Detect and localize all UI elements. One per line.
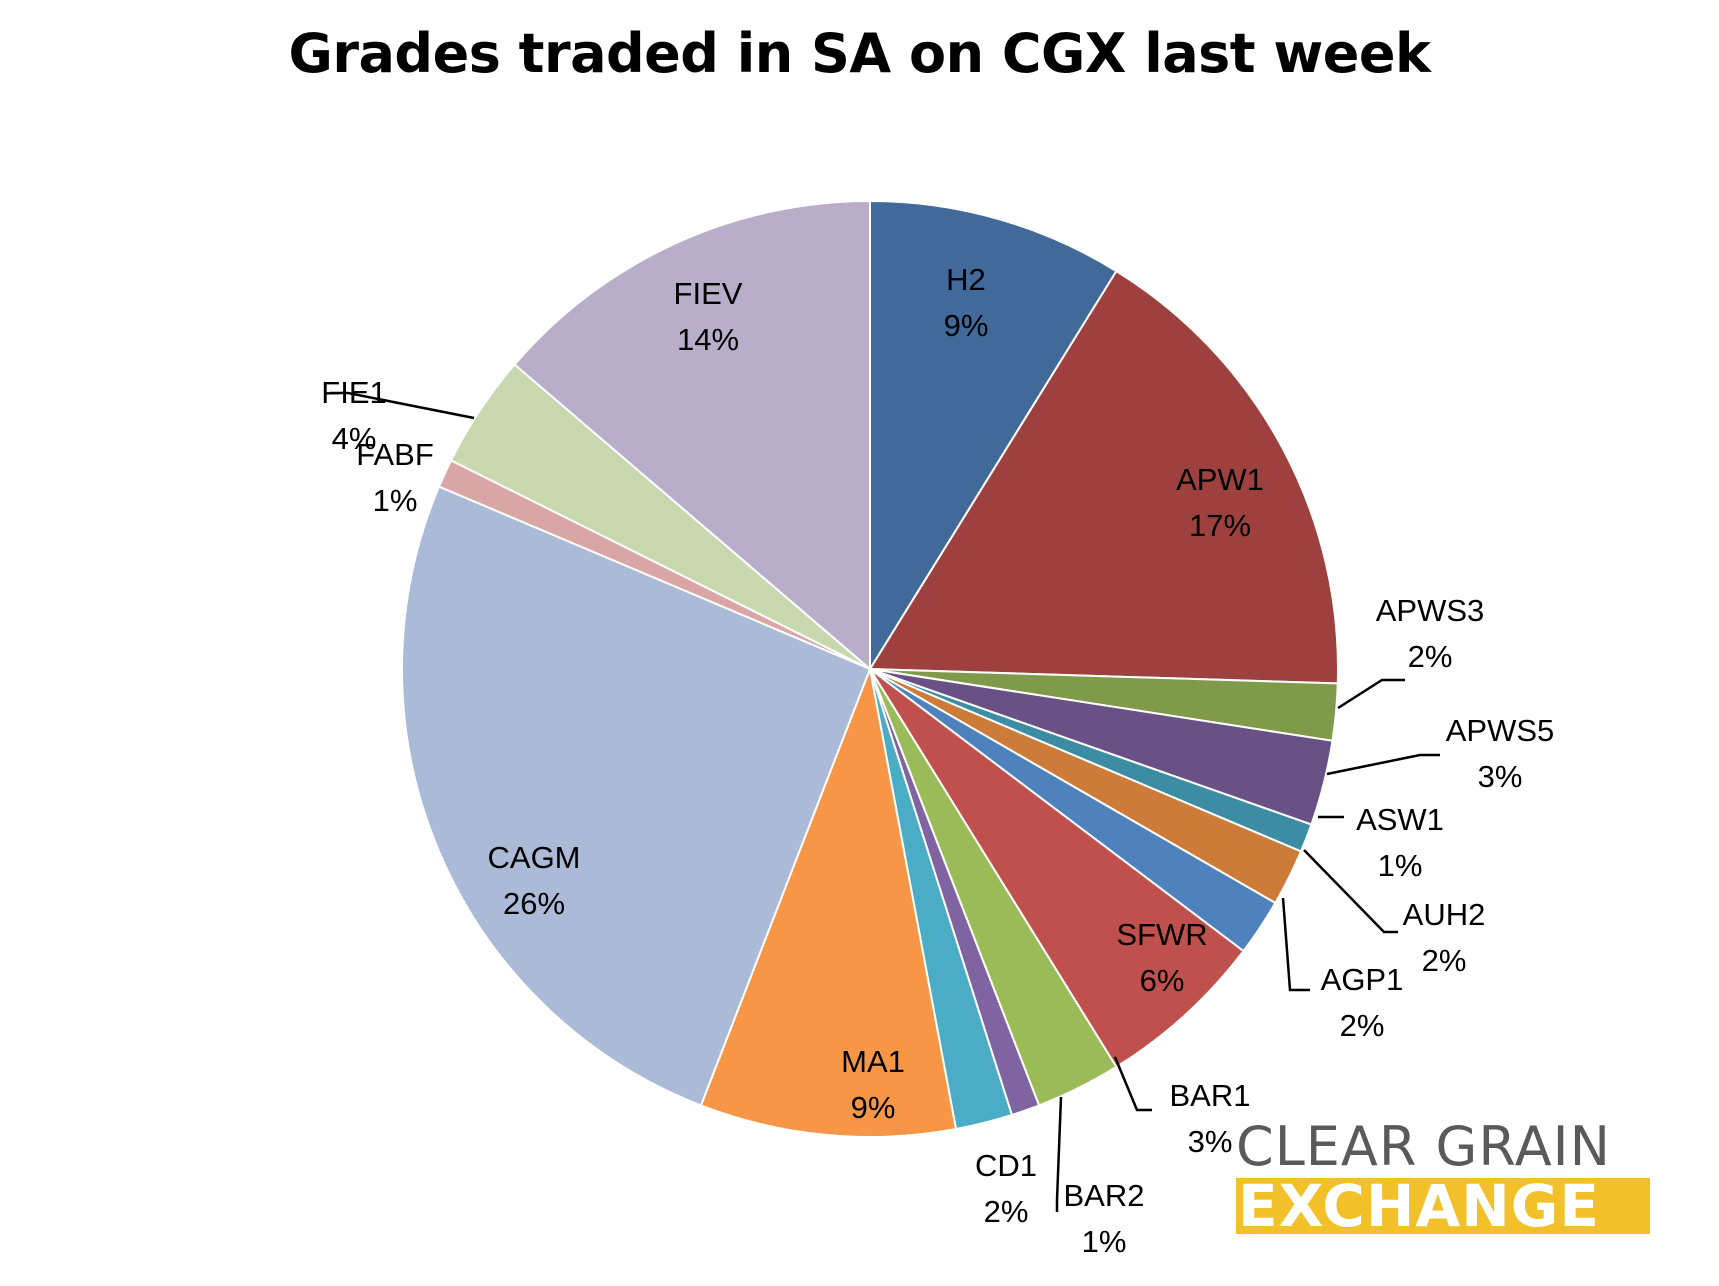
slice-percent-asw1: 1% <box>1378 848 1423 883</box>
slice-percent-fie1: 4% <box>332 421 377 456</box>
slice-label-apw1: APW1 <box>1176 462 1264 497</box>
slice-percent-fabf: 1% <box>373 483 418 518</box>
slice-percent-apws5: 3% <box>1478 759 1523 794</box>
slice-percent-bar2: 1% <box>1082 1224 1127 1259</box>
pie-slice-fiev <box>513 199 871 672</box>
slice-label-bar2: BAR2 <box>1064 1178 1145 1213</box>
logo-line-2: EXCHANGE <box>1236 1178 1650 1234</box>
slice-percent-fiev: 14% <box>677 322 739 357</box>
slice-percent-cd1: 2% <box>984 1194 1029 1229</box>
slice-label-cagm: CAGM <box>488 840 581 875</box>
pie-slice-apw1 <box>868 269 1339 685</box>
slice-label-bar1: BAR1 <box>1170 1078 1251 1113</box>
slice-percent-h2: 9% <box>944 308 989 343</box>
slice-label-ma1: MA1 <box>841 1044 905 1079</box>
slice-percent-sfwr: 6% <box>1140 963 1185 998</box>
slice-label-h2: H2 <box>946 262 986 297</box>
slice-label-agp1: AGP1 <box>1321 962 1404 997</box>
leader-line-agp1 <box>1281 897 1310 992</box>
slice-label-fabf: FABF <box>356 437 434 472</box>
pie-slice-cagm <box>401 485 872 1107</box>
slice-percent-bar1: 3% <box>1188 1124 1233 1159</box>
leader-line-bar2 <box>1055 1096 1063 1212</box>
slice-percent-apws3: 2% <box>1408 639 1453 674</box>
slice-label-fie1: FIE1 <box>321 375 386 410</box>
slice-label-asw1: ASW1 <box>1356 802 1444 837</box>
slice-percent-agp1: 2% <box>1340 1008 1385 1043</box>
pie-slice-ma1 <box>699 665 958 1138</box>
slice-percent-apw1: 17% <box>1189 508 1251 543</box>
slice-percent-cagm: 26% <box>503 886 565 921</box>
slice-label-cd1: CD1 <box>975 1148 1037 1183</box>
slice-percent-ma1: 9% <box>851 1090 896 1125</box>
pie-slice-h2 <box>869 199 1118 673</box>
slice-label-apws3: APWS3 <box>1376 593 1485 628</box>
slice-percent-auh2: 2% <box>1422 943 1467 978</box>
slice-label-sfwr: SFWR <box>1116 917 1207 952</box>
chart-title: Grades traded in SA on CGX last week <box>288 22 1431 85</box>
leader-line-auh2 <box>1303 849 1398 934</box>
logo-line-1: CLEAR GRAIN <box>1236 1115 1611 1178</box>
leader-line-bar1 <box>1113 1056 1152 1112</box>
slice-label-fiev: FIEV <box>674 276 743 311</box>
slice-label-auh2: AUH2 <box>1403 897 1486 932</box>
leader-line-apws3 <box>1337 678 1405 710</box>
leader-line-fie1 <box>330 391 475 420</box>
clear-grain-exchange-logo: CLEAR GRAIN EXCHANGE <box>1236 1120 1656 1234</box>
leader-line-apws5 <box>1326 753 1440 776</box>
pie-slice-sfwr <box>869 668 1245 1069</box>
slice-label-apws5: APWS5 <box>1446 713 1555 748</box>
